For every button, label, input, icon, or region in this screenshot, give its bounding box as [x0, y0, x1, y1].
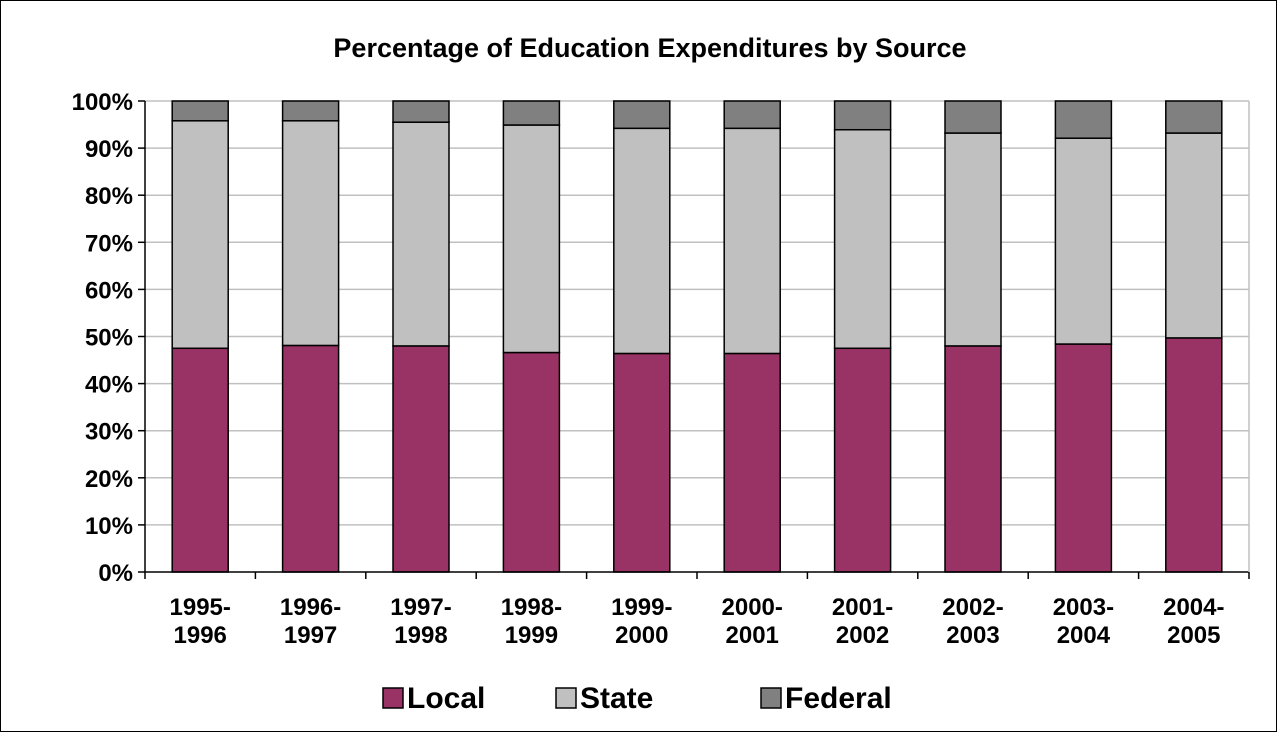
- legend: Local State Federal: [382, 682, 892, 715]
- y-tick-label: 20%: [85, 466, 133, 493]
- bar-segment-local: [1054, 343, 1113, 573]
- legend-item-federal: Federal: [760, 682, 892, 715]
- legend-swatch: [555, 687, 577, 709]
- bar-segment-federal: [281, 100, 340, 122]
- y-tick-label: 70%: [85, 230, 133, 257]
- bar-segment-local: [723, 352, 781, 573]
- x-tick-label: 2003-2004: [1053, 594, 1114, 649]
- bar-segment-state: [392, 121, 450, 347]
- y-tick-label: 90%: [85, 136, 133, 163]
- bar-segment-federal: [171, 100, 229, 122]
- bar-segment-state: [171, 120, 229, 350]
- bar-segment-state: [502, 124, 561, 354]
- y-tick-label: 10%: [85, 513, 133, 540]
- legend-item-local: Local: [382, 682, 485, 715]
- legend-label: Federal: [785, 682, 892, 715]
- legend-item-state: State: [555, 682, 653, 715]
- bar-segment-local: [1165, 337, 1223, 573]
- x-axis-tick-labels: 1995-1996 1996-1997 1997-1998 1998-1999 1999…: [170, 594, 1225, 649]
- y-tick-label: 30%: [85, 419, 133, 446]
- x-tick-label: 1997-1998: [390, 594, 451, 649]
- bar-segment-local: [833, 347, 892, 573]
- y-tick-label: 40%: [85, 372, 133, 399]
- legend-label: Local: [407, 682, 485, 715]
- x-tick-label: 1999-2000: [611, 594, 672, 649]
- bar-segment-federal: [613, 100, 671, 130]
- y-tick-label: 50%: [85, 325, 133, 352]
- bar-segment-federal: [392, 100, 450, 123]
- bar-segment-local: [502, 351, 561, 573]
- bar-segment-state: [944, 132, 1002, 347]
- bar-segment-state: [1054, 137, 1113, 345]
- bar-segment-local: [281, 344, 340, 573]
- bar-segment-local: [392, 345, 450, 573]
- bar-segment-local: [613, 352, 671, 573]
- x-tick-label: 2002-2003: [942, 594, 1003, 649]
- bar-segment-local: [171, 347, 229, 573]
- chart-title: Percentage of Education Expenditures by …: [333, 33, 966, 63]
- bar-segment-federal: [502, 100, 561, 126]
- bar-segment-federal: [1165, 100, 1223, 134]
- axes: [138, 100, 1250, 579]
- bar-segment-federal: [723, 100, 781, 130]
- legend-swatch: [760, 687, 782, 709]
- bar-segment-local: [944, 345, 1002, 573]
- x-tick-label: 1995-1996: [170, 594, 231, 649]
- bars: [171, 100, 1223, 573]
- x-tick-label: 2000-2001: [722, 594, 783, 649]
- y-tick-label: 80%: [85, 183, 133, 210]
- bar-segment-state: [281, 120, 340, 347]
- bar-segment-state: [723, 127, 781, 355]
- bar-segment-federal: [1054, 100, 1113, 139]
- bar-segment-state: [833, 128, 892, 350]
- bar-segment-federal: [833, 100, 892, 131]
- y-axis-tick-labels: 0% 10% 20% 30% 40% 50% 60% 70% 80% 90% 100%: [72, 89, 133, 587]
- y-tick-label: 0%: [98, 560, 133, 587]
- bar-segment-federal: [944, 100, 1002, 134]
- bar-segment-state: [613, 127, 671, 355]
- legend-label: State: [580, 682, 653, 715]
- y-tick-label: 100%: [72, 89, 133, 116]
- x-tick-label: 2004-2005: [1163, 594, 1224, 649]
- x-tick-label: 2001-2002: [832, 594, 893, 649]
- x-tick-label: 1998-1999: [501, 594, 562, 649]
- y-tick-label: 60%: [85, 277, 133, 304]
- legend-swatch: [382, 687, 404, 709]
- x-tick-label: 1996-1997: [280, 594, 341, 649]
- bar-segment-state: [1165, 132, 1223, 339]
